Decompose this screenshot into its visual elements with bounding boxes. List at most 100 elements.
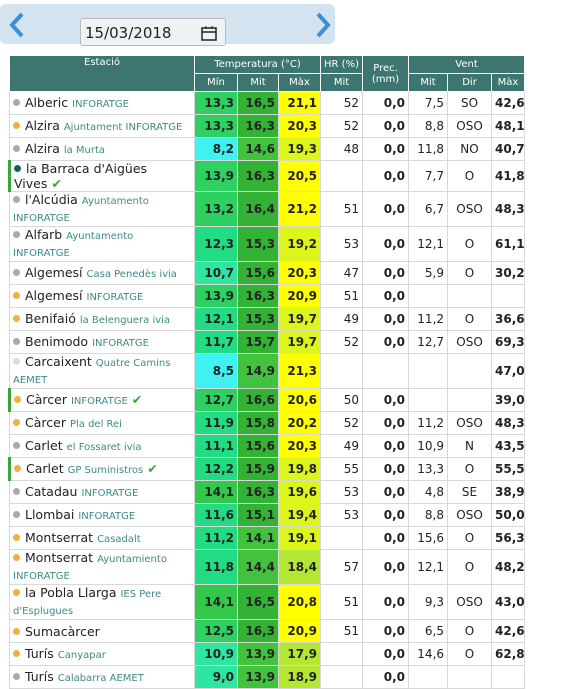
sub-header: Dir (447, 73, 493, 92)
date-input[interactable]: 15/03/2018 (80, 18, 226, 46)
verified-icon: ✔ (51, 176, 62, 191)
value-cell: 20,2 (277, 411, 322, 435)
value-cell: 14,1 (194, 480, 238, 504)
station-row: l'Alcúdia Ayuntamento INFORATGE 13,2 16,4 2… (9, 191, 526, 227)
value-cell: 62,8 (491, 642, 526, 666)
status-dot (13, 121, 20, 129)
status-dot (13, 268, 20, 276)
station-name: Alfarb (25, 227, 63, 242)
hr-header: HR (%) (320, 55, 364, 74)
sub-header: Mit (408, 73, 449, 92)
value-cell: 20,3 (277, 261, 322, 285)
sub-header: Màx (277, 73, 322, 92)
value-cell: 12,1 (194, 307, 238, 331)
value-cell: 0,0 (362, 226, 410, 262)
value-cell: 15,8 (237, 411, 279, 435)
value-cell: N (447, 434, 493, 458)
status-dot (13, 487, 20, 495)
value-cell: 51 (320, 191, 364, 227)
status-dot (13, 418, 20, 426)
value-cell: 48 (320, 137, 364, 161)
station-cell: Alzira Ajuntament INFORATGE (9, 114, 195, 138)
station-name: Carlet (26, 460, 64, 476)
verified-icon: ✔ (131, 391, 143, 407)
value-cell: 0,0 (362, 503, 410, 527)
date-bar: 15/03/2018 (0, 4, 335, 46)
status-dot (13, 196, 20, 203)
value-cell: 57 (320, 549, 364, 585)
value-cell: 0,0 (362, 549, 410, 585)
value-cell: 9,3 (408, 584, 449, 620)
status-dot (13, 554, 20, 561)
value-cell: O (447, 619, 493, 643)
station-name: la Barraca d'Aigües Vives (14, 161, 148, 191)
value-cell: 55,5 (491, 457, 526, 481)
value-cell: 21,3 (277, 353, 322, 389)
value-cell: 9,0 (194, 665, 238, 689)
value-cell (491, 665, 526, 689)
value-cell: 19,3 (277, 137, 322, 161)
value-cell: 55 (320, 457, 364, 481)
verified-icon: ✔ (147, 460, 158, 476)
value-cell: 12,5 (194, 619, 238, 643)
next-day[interactable] (310, 10, 334, 40)
value-cell: 11,2 (408, 307, 449, 331)
station-source: Casa Penedès ivia (86, 268, 177, 280)
value-cell: 15,9 (237, 457, 279, 481)
value-cell: 8,5 (194, 353, 238, 389)
status-dot (13, 231, 20, 238)
value-cell: 0,0 (362, 480, 410, 504)
value-cell: 13,2 (194, 191, 238, 227)
value-cell: 51 (320, 284, 364, 308)
station-name: Càrcer (25, 414, 66, 430)
value-cell: 0,0 (362, 642, 410, 666)
value-cell: 42,6 (491, 619, 526, 643)
value-cell: O (447, 226, 493, 262)
value-cell (447, 665, 493, 689)
value-cell: 0,0 (362, 137, 410, 161)
value-cell (320, 353, 364, 389)
station-row: Carlet el Fossaret ivia 11,1 15,6 20,3 49 0,0… (9, 434, 526, 458)
station-name: Algemesí (25, 287, 83, 303)
station-name: la Pobla Llarga (25, 585, 117, 600)
station-source: Ajuntament INFORATGE (63, 121, 183, 133)
station-name: Alberic (25, 94, 69, 110)
value-cell: 12,7 (408, 330, 449, 354)
value-cell: 15,7 (237, 330, 279, 354)
value-cell: 19,1 (277, 526, 322, 550)
value-cell: 53 (320, 503, 364, 527)
value-cell: 13,9 (237, 665, 279, 689)
value-cell (320, 665, 364, 689)
value-cell: 41,8 (491, 160, 526, 192)
value-cell: 50,0 (491, 503, 526, 527)
value-cell: 19,8 (277, 457, 322, 481)
value-cell (320, 642, 364, 666)
status-dot (13, 291, 20, 299)
value-cell: 0,0 (362, 330, 410, 354)
value-cell: 11,2 (408, 411, 449, 435)
station-cell: Alzira la Murta (9, 137, 195, 161)
value-cell: 11,8 (194, 549, 238, 585)
station-cell: Carlet GP Suministros ✔ (8, 457, 195, 481)
value-cell: 6,7 (408, 191, 449, 227)
status-dot (13, 589, 20, 596)
value-cell: OSO (447, 584, 493, 620)
station-name: Turís (25, 645, 54, 661)
value-cell: OSO (447, 411, 493, 435)
value-cell: O (447, 549, 493, 585)
calendar-icon[interactable] (201, 25, 217, 41)
station-cell: la Pobla Llarga IES Pere d'Esplugues (9, 584, 195, 620)
value-cell: 14,1 (237, 526, 279, 550)
prev-day[interactable] (6, 10, 30, 40)
station-name: Càrcer (26, 391, 67, 407)
station-cell: Algemesí Casa Penedès ivia (9, 261, 195, 285)
station-cell: Turís Canyapar (9, 642, 195, 666)
station-cell: Sumacàrcer (9, 619, 195, 643)
status-dot (13, 533, 20, 541)
station-source: el Fossaret ivia (66, 441, 142, 453)
value-cell: 42,6 (491, 91, 526, 115)
station-source: IES Pere d'Esplugues (13, 589, 162, 617)
sub-header: Mit (237, 73, 279, 92)
station-row: Càrcer Pla del Rei 11,9 15,8 20,2 52 0,0 11,2 O… (9, 411, 526, 435)
station-source: Ayuntamento INFORATGE (13, 231, 134, 259)
